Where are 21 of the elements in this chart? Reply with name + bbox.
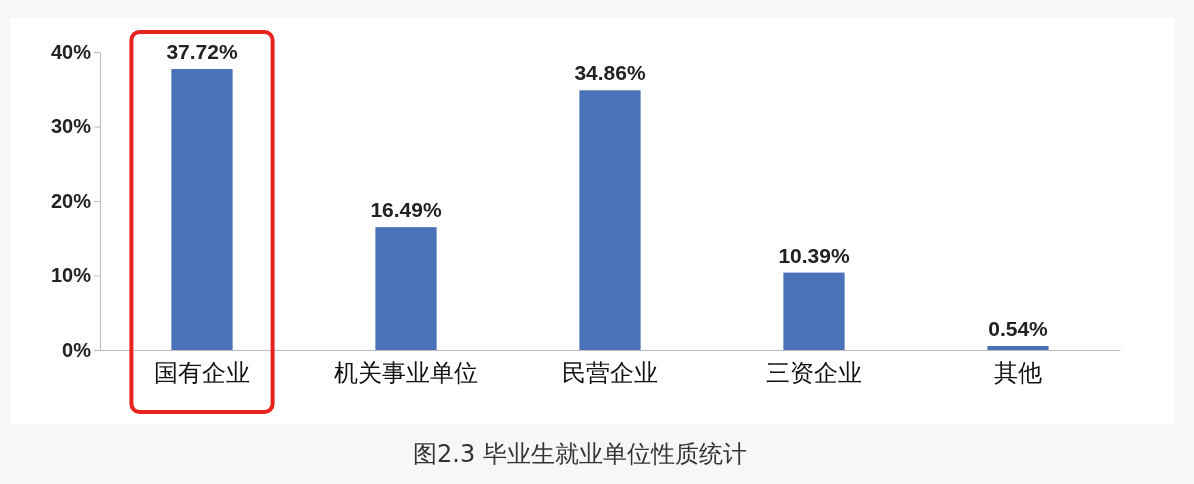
- y-tick-label: 10%: [50, 264, 92, 287]
- y-tick-label: 20%: [50, 189, 92, 212]
- x-tick-label: 三资企业: [766, 359, 862, 387]
- bar: [171, 68, 233, 350]
- data-label: 16.49%: [370, 198, 442, 222]
- x-tick-label: 其他: [994, 359, 1042, 387]
- data-label: 37.72%: [166, 39, 238, 63]
- bar: [987, 345, 1049, 350]
- x-tick-label: 民营企业: [562, 359, 658, 387]
- caption: 图2.3 毕业生就业单位性质统计: [413, 440, 747, 468]
- data-label: 10.39%: [778, 243, 850, 267]
- x-tick-label: 机关事业单位: [334, 359, 478, 387]
- bar: [375, 227, 437, 350]
- bar: [579, 90, 641, 350]
- data-label: 34.86%: [574, 61, 646, 85]
- y-tick-label: 0%: [62, 338, 92, 361]
- y-tick-label: 30%: [50, 115, 92, 138]
- x-tick-label: 国有企业: [154, 359, 250, 387]
- bar: [783, 272, 845, 350]
- data-label: 0.54%: [988, 316, 1049, 340]
- y-tick-label: 40%: [50, 40, 92, 63]
